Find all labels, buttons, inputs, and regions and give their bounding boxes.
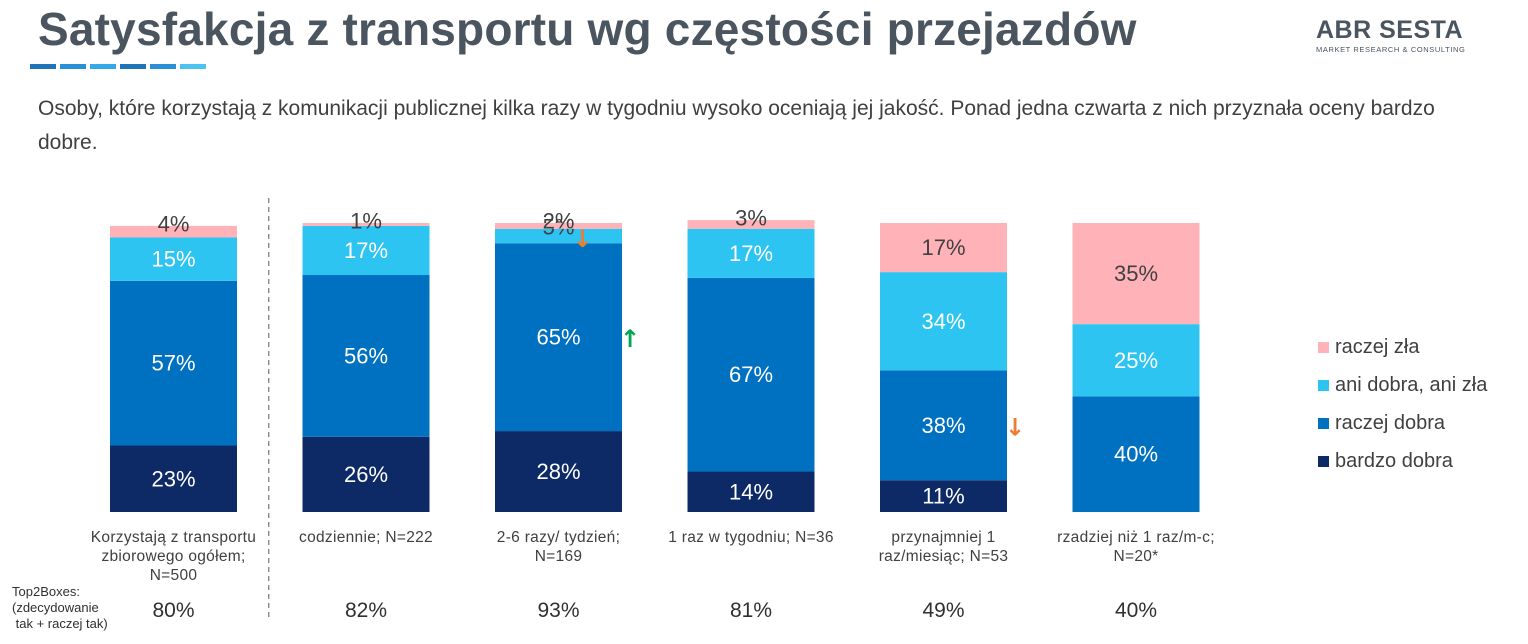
data-label: 4% — [158, 211, 190, 236]
title-accent-bar — [90, 64, 116, 69]
data-label: 14% — [729, 479, 773, 504]
legend-item: raczej dobra — [1318, 404, 1487, 442]
arrow-down-icon: ↓ — [1005, 413, 1025, 441]
category-label-line: rzadziej niż 1 raz/m-c; — [1057, 529, 1215, 546]
title-accent-bar — [30, 64, 56, 69]
bar-segment — [1072, 223, 1200, 325]
bar-segment — [1072, 324, 1200, 397]
category-label-line: 1 raz w tygodniu; N=36 — [668, 529, 834, 546]
category-label-line: raz/miesiąc; N=53 — [878, 548, 1009, 565]
top2-value: 81% — [729, 599, 773, 622]
data-label: 28% — [536, 459, 580, 484]
legend-item: ani dobra, ani zła — [1318, 366, 1487, 404]
bar-segment — [302, 275, 430, 437]
data-label: 65% — [536, 325, 580, 350]
category-label: 2-6 razy/ tydzień; N=169 — [459, 528, 659, 566]
title-accent-bar — [120, 64, 146, 69]
data-label: 1% — [350, 209, 382, 234]
data-label: 26% — [344, 462, 388, 487]
data-label: 2% — [543, 209, 575, 234]
data-label: 34% — [921, 309, 965, 334]
legend-label: raczej zła — [1335, 335, 1420, 358]
data-label: 38% — [921, 413, 965, 438]
page-subtitle: Osoby, które korzystają z komunikacji pu… — [38, 97, 1435, 154]
category-label-line: zbiorowego ogółem; — [101, 548, 246, 565]
top2-value: 82% — [344, 599, 388, 622]
bar-segment — [302, 223, 430, 226]
data-label: 57% — [151, 351, 195, 376]
data-label: 15% — [151, 247, 195, 272]
bar-segment — [687, 471, 815, 512]
data-label: 17% — [729, 241, 773, 266]
top2-value: 80% — [152, 599, 195, 622]
data-label: 40% — [1114, 442, 1158, 467]
legend-item: raczej zła — [1318, 328, 1487, 366]
bar-segment — [880, 480, 1007, 512]
legend-swatch — [1318, 379, 1329, 391]
legend-label: ani dobra, ani zła — [1335, 373, 1488, 396]
logo-wordmark: ABR SESTA — [1316, 16, 1464, 44]
category-label: rzadziej niż 1 raz/m-c; N=20* — [1036, 528, 1236, 566]
data-label: 56% — [344, 343, 388, 368]
bar-segment — [495, 243, 622, 432]
category-label: Korzystają z transportu zbiorowego ogółem… — [74, 528, 274, 585]
bar-segment — [687, 228, 815, 278]
bar-segment — [302, 436, 430, 512]
data-label: 35% — [1114, 261, 1158, 286]
legend-swatch — [1318, 417, 1329, 429]
bar-segment — [880, 370, 1007, 481]
legend-item: bardzo dobra — [1318, 442, 1487, 480]
top2-caption: Top2Boxes: (zdecydowanie tak + raczej ta… — [12, 584, 108, 631]
bar-segment — [110, 445, 237, 512]
bar-segment — [495, 431, 622, 512]
category-label-line: 2-6 razy/ tydzień; — [496, 529, 621, 546]
data-label: 25% — [1114, 348, 1158, 373]
bar-segment — [302, 225, 430, 276]
bar-segment — [687, 277, 815, 472]
category-label-line: przynajmniej 1 — [891, 529, 996, 546]
bar-segment — [110, 237, 237, 281]
category-label: 1 raz w tygodniu; N=36 — [651, 528, 851, 547]
legend-label: raczej dobra — [1335, 411, 1446, 434]
category-label-line: N=169 — [534, 548, 583, 565]
page-title: Satysfakcja z transportu wg częstości pr… — [38, 3, 1137, 55]
arrow-down-icon: ↓ — [572, 225, 592, 253]
data-label: 67% — [729, 362, 773, 387]
bar-segment — [110, 280, 237, 446]
data-label: 17% — [344, 238, 388, 263]
data-label: 11% — [922, 484, 964, 509]
bar-segment — [495, 228, 622, 244]
legend-swatch — [1318, 341, 1329, 353]
bar-segment — [495, 223, 622, 229]
legend-label: bardzo dobra — [1335, 449, 1453, 472]
logo-tagline: MARKET RESEARCH & CONSULTING — [1316, 45, 1466, 54]
bar-segment — [687, 220, 815, 229]
company-logo: ABR SESTA MARKET RESEARCH & CONSULTING — [1316, 16, 1500, 54]
category-label-line: N=500 — [149, 567, 198, 584]
chart-legend: raczej zła ani dobra, ani zła raczej dobra… — [1318, 328, 1487, 480]
bar-segment — [1072, 396, 1200, 512]
top2-value: 93% — [537, 599, 580, 622]
category-label: przynajmniej 1 raz/miesiąc; N=53 — [844, 528, 1044, 566]
data-label: 17% — [921, 235, 965, 260]
top2-value: 49% — [922, 599, 965, 622]
arrow-up-icon: ↑ — [620, 325, 640, 353]
legend-swatch — [1318, 455, 1329, 467]
top2-value: 40% — [1114, 599, 1158, 622]
bar-segment — [880, 272, 1007, 371]
category-label-line: Korzystają z transportu — [90, 529, 257, 546]
title-accent-bar — [60, 64, 86, 69]
bar-segment — [880, 223, 1007, 273]
category-label-line: codziennie; N=222 — [299, 529, 433, 546]
bar-segment — [110, 225, 237, 238]
category-label-line: N=20* — [1113, 548, 1159, 565]
title-accent-bar — [180, 64, 206, 69]
data-label: 23% — [151, 466, 195, 491]
title-accent-bar — [150, 64, 176, 69]
category-label: codziennie; N=222 — [266, 528, 466, 547]
data-label: 3% — [735, 206, 767, 231]
